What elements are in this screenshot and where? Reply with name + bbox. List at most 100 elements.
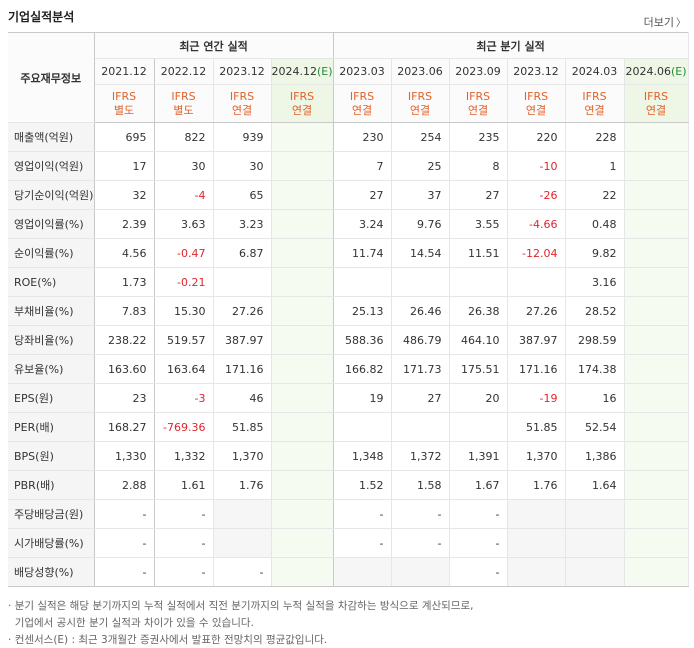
table-cell: 588.36	[333, 325, 392, 355]
row-label: 영업이익률(%)	[8, 209, 95, 239]
more-link[interactable]: 더보기 〉	[644, 14, 686, 30]
table-cell	[624, 209, 689, 239]
table-cell: 171.73	[391, 354, 450, 384]
table-cell	[271, 383, 334, 413]
period-header: 2023.12	[213, 58, 272, 85]
row-label: 영업이익(억원)	[8, 151, 95, 181]
table-cell: 32	[94, 180, 155, 210]
table-cell: 7.83	[94, 296, 155, 326]
row-label: PBR(배)	[8, 470, 95, 500]
table-cell: 65	[213, 180, 272, 210]
row-label: 배당성향(%)	[8, 557, 95, 587]
table-cell: 1	[565, 151, 625, 181]
table-cell: -	[333, 499, 392, 529]
table-cell: 1.76	[507, 470, 566, 500]
table-cell: 174.38	[565, 354, 625, 384]
table-cell: 228	[565, 122, 625, 152]
table-cell	[271, 296, 334, 326]
table-cell: 25	[391, 151, 450, 181]
table-cell	[391, 412, 450, 442]
table-cell	[624, 441, 689, 471]
table-row: 당기순이익(억원) 32 -4 65 27 37 27 -26 22	[8, 180, 689, 210]
table-cell	[507, 267, 566, 297]
table-cell: 2.39	[94, 209, 155, 239]
quarterly-group-header: 최근 분기 실적	[333, 32, 689, 59]
table-cell: -	[449, 557, 508, 587]
table-cell	[271, 209, 334, 239]
table-cell	[271, 441, 334, 471]
ifrs-header-row: IFRS 별도 IFRS 별도 IFRS 연결 IFRS 연결 IFRS 연결 IFRS 연결 IFRS…	[8, 84, 689, 123]
table-cell: 238.22	[94, 325, 155, 355]
table-row: 매출액(억원) 695 822 939 230 254 235 220 228	[8, 122, 689, 152]
table-cell	[333, 557, 392, 587]
table-cell	[624, 267, 689, 297]
table-cell: 1.58	[391, 470, 450, 500]
table-cell: -12.04	[507, 238, 566, 268]
footnote-1: · 분기 실적은 해당 분기까지의 누적 실적에서 직전 분기까지의 누적 실적…	[8, 600, 474, 612]
table-cell	[624, 557, 689, 587]
table-row: EPS(원) 23 -3 46 19 27 20 -19 16	[8, 383, 689, 413]
table-cell: -	[94, 499, 155, 529]
table-cell: 220	[507, 122, 566, 152]
footnote-3: · 컨센서스(E) : 최근 3개월간 증권사에서 발표한 전망치의 평균값입니…	[8, 634, 328, 646]
table-cell: -	[449, 499, 508, 529]
table-cell: 14.54	[391, 238, 450, 268]
table-cell: 387.97	[507, 325, 566, 355]
ifrs-basis: IFRS 연결	[271, 84, 334, 123]
group-header-row: 주요재무정보 최근 연간 실적 최근 분기 실적	[8, 32, 689, 123]
table-cell	[213, 528, 272, 558]
table-cell	[213, 499, 272, 529]
table-cell: 8	[449, 151, 508, 181]
table-cell: 6.87	[213, 238, 272, 268]
table-cell: 168.27	[94, 412, 155, 442]
table-cell: 3.24	[333, 209, 392, 239]
table-cell	[271, 122, 334, 152]
table-row: 당좌비율(%) 238.22 519.57 387.97 588.36 486.79 464…	[8, 325, 689, 355]
table-row: 유보율(%) 163.60 163.64 171.16 166.82 171.73 175.…	[8, 354, 689, 384]
ifrs-basis: IFRS 연결	[391, 84, 450, 123]
table-cell: -26	[507, 180, 566, 210]
table-cell	[624, 325, 689, 355]
table-cell: -19	[507, 383, 566, 413]
table-cell: 1,372	[391, 441, 450, 471]
table-cell: 37	[391, 180, 450, 210]
table-cell: 25.13	[333, 296, 392, 326]
table-cell: 0.48	[565, 209, 625, 239]
period-header: 2023.06	[391, 58, 450, 85]
table-cell: 3.55	[449, 209, 508, 239]
table-cell: 26.38	[449, 296, 508, 326]
table-cell	[565, 557, 625, 587]
row-label: 유보율(%)	[8, 354, 95, 384]
table-cell: 939	[213, 122, 272, 152]
chevron-right-icon: 〉	[676, 18, 686, 29]
ifrs-basis: IFRS 연결	[449, 84, 508, 123]
table-cell: -4	[154, 180, 214, 210]
row-label: PER(배)	[8, 412, 95, 442]
table-cell	[624, 151, 689, 181]
table-cell: 1,391	[449, 441, 508, 471]
table-cell	[271, 557, 334, 587]
table-row: 배당성향(%) - - - -	[8, 557, 689, 587]
table-cell	[271, 354, 334, 384]
table-cell: 16	[565, 383, 625, 413]
table-cell: -	[154, 557, 214, 587]
row-label: 시가배당률(%)	[8, 528, 95, 558]
table-cell: 171.16	[507, 354, 566, 384]
row-label: 순이익률(%)	[8, 238, 95, 268]
table-cell: -	[94, 557, 155, 587]
table-cell	[507, 528, 566, 558]
ifrs-basis: IFRS 연결	[624, 84, 689, 123]
period-header: 2021.12	[94, 58, 155, 85]
table-cell: 11.74	[333, 238, 392, 268]
table-cell: 1,370	[213, 441, 272, 471]
footnotes: · 분기 실적은 해당 분기까지의 누적 실적에서 직전 분기까지의 누적 실적…	[8, 598, 473, 648]
table-cell: 163.60	[94, 354, 155, 384]
table-cell: 52.54	[565, 412, 625, 442]
table-cell: 2.88	[94, 470, 155, 500]
financial-table: 주요재무정보 최근 연간 실적 최근 분기 실적 2021.12 2022.12 2023…	[8, 32, 689, 587]
row-label: BPS(원)	[8, 441, 95, 471]
table-cell	[624, 528, 689, 558]
table-cell: 27.26	[507, 296, 566, 326]
table-cell: 9.82	[565, 238, 625, 268]
table-cell: 464.10	[449, 325, 508, 355]
